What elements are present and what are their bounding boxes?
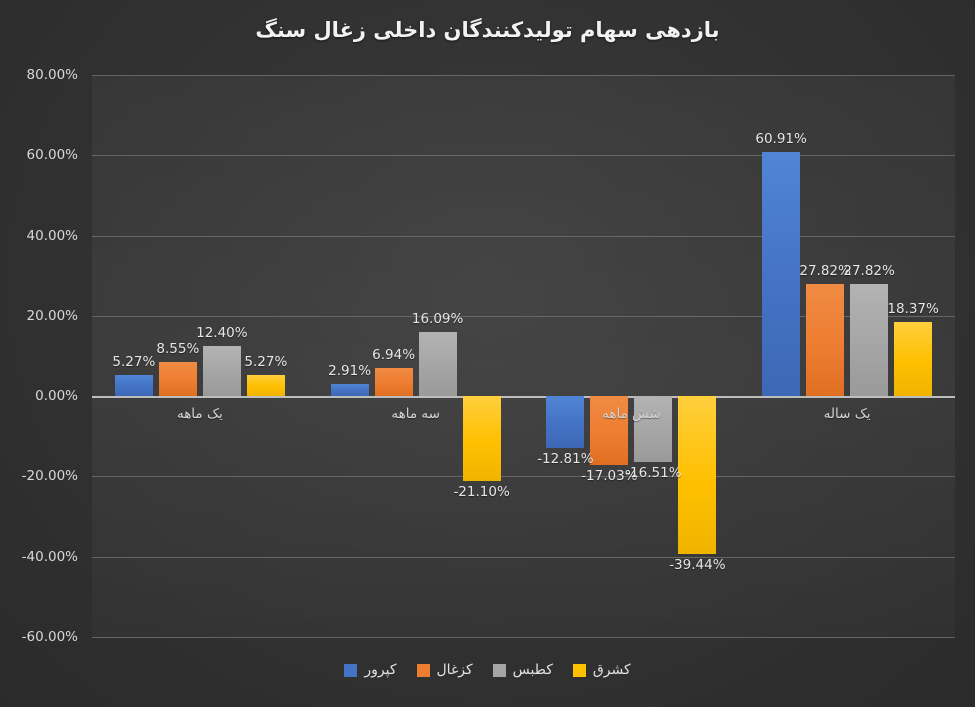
bar-data-label: 6.94% xyxy=(372,347,416,364)
legend-item[interactable]: کطبس xyxy=(492,662,553,678)
bar-data-label: 12.40% xyxy=(196,325,248,342)
y-axis-tick-label: 60.00% xyxy=(26,147,78,164)
bar xyxy=(850,284,889,397)
x-axis-category-label: شش ماهه xyxy=(602,406,661,423)
legend-item[interactable]: کزغال xyxy=(416,662,473,678)
chart-legend: کپرور کزغال کطبس کشرق xyxy=(0,662,975,678)
bar xyxy=(678,396,717,555)
y-axis-tick-label: -40.00% xyxy=(21,548,78,565)
legend-color-swatch xyxy=(344,663,358,677)
x-axis-category-label: سه ماهه xyxy=(391,406,440,423)
bar xyxy=(762,151,801,397)
bar xyxy=(806,284,845,397)
y-axis-tick-label: 0.00% xyxy=(35,388,78,405)
y-axis-tick-label: 40.00% xyxy=(26,227,78,244)
gridline xyxy=(92,315,955,317)
bar-data-label: -21.10% xyxy=(453,483,510,500)
gridline xyxy=(92,155,955,157)
legend-color-swatch xyxy=(572,663,586,677)
legend-label: کزغال xyxy=(436,662,473,678)
bar xyxy=(330,384,369,397)
gridline xyxy=(92,556,955,558)
legend-color-swatch xyxy=(416,663,430,677)
bar-data-label: 27.82% xyxy=(843,263,895,280)
bar-data-label: -17.03% xyxy=(581,467,638,484)
legend-item[interactable]: کشرق xyxy=(572,662,631,678)
gridline xyxy=(92,476,955,478)
bar-data-label: -16.51% xyxy=(625,465,682,482)
bar xyxy=(114,374,153,397)
legend-item[interactable]: کپرور xyxy=(344,662,397,678)
bar xyxy=(462,396,501,481)
bar xyxy=(158,361,197,397)
bar-data-label: 2.91% xyxy=(328,363,372,380)
zero-axis-line xyxy=(92,396,955,399)
bar xyxy=(634,396,673,463)
legend-label: کطبس xyxy=(512,662,553,678)
x-axis-category-label: یک ساله xyxy=(823,406,871,423)
legend-label: کپرور xyxy=(364,662,397,678)
bar-data-label: 16.09% xyxy=(411,310,464,327)
bar xyxy=(374,368,413,397)
bar-data-label: 27.82% xyxy=(799,263,851,280)
bar-data-label: 5.27% xyxy=(244,353,288,370)
y-axis-tick-label: 20.00% xyxy=(26,307,78,324)
bar-data-label: -39.44% xyxy=(669,557,726,574)
bar xyxy=(590,396,629,465)
bar-data-label: -12.81% xyxy=(537,450,594,467)
chart-title: بازدهی سهام تولیدکنندگان داخلی زغال سنگ xyxy=(255,18,720,42)
y-axis-tick-label: -20.00% xyxy=(21,468,78,485)
legend-color-swatch xyxy=(492,663,506,677)
bar xyxy=(546,396,585,448)
legend-label: کشرق xyxy=(592,662,631,678)
gridline xyxy=(92,235,955,237)
y-axis-tick-label: -60.00% xyxy=(21,629,78,645)
bar xyxy=(418,331,457,397)
bar xyxy=(202,346,241,397)
bar-data-label: 5.27% xyxy=(112,353,156,370)
x-axis-category-label: یک ماهه xyxy=(176,406,223,423)
gridline xyxy=(92,637,955,638)
gridline xyxy=(92,75,955,76)
bar-data-label: 60.91% xyxy=(755,130,807,147)
bar xyxy=(894,322,933,397)
bar-data-label: 18.37% xyxy=(887,301,939,318)
plot-area xyxy=(92,75,955,638)
y-axis-tick-label: 80.00% xyxy=(26,67,78,83)
bar xyxy=(246,374,285,397)
bar-data-label: 8.55% xyxy=(156,340,200,357)
